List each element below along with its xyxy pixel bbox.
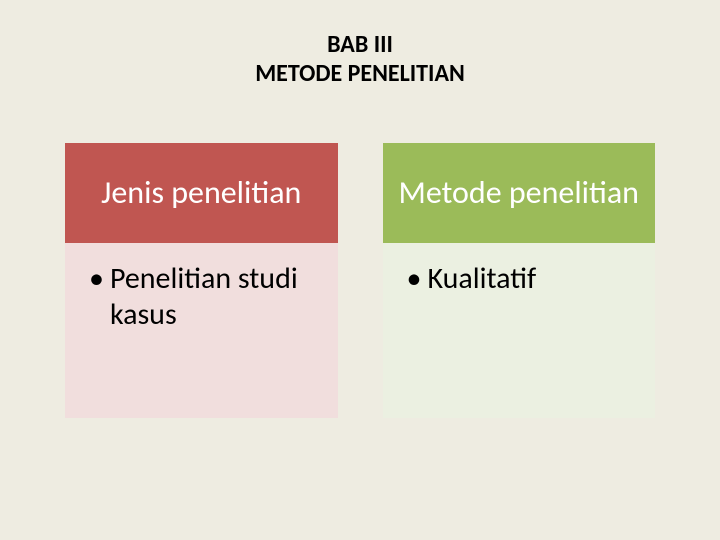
column-right-header: Metode penelitian: [383, 143, 656, 243]
title-line-1: BAB III: [45, 30, 675, 59]
list-item: • Kualitatif: [407, 261, 646, 297]
slide: BAB III METODE PENELITIAN Jenis peneliti…: [0, 0, 720, 540]
column-left-body: • Penelitian studi kasus: [65, 243, 338, 418]
column-right-header-text: Metode penelitian: [399, 174, 639, 212]
bullet-icon: •: [407, 261, 422, 297]
columns-container: Jenis penelitian • Penelitian studi kasu…: [45, 143, 675, 418]
slide-title: BAB III METODE PENELITIAN: [45, 30, 675, 88]
column-right: Metode penelitian • Kualitatif: [383, 143, 656, 418]
column-left-header-text: Jenis penelitian: [101, 174, 301, 212]
bullet-text: Kualitatif: [427, 261, 645, 297]
list-item: • Penelitian studi kasus: [89, 261, 328, 333]
column-left-header: Jenis penelitian: [65, 143, 338, 243]
bullet-text: Penelitian studi kasus: [110, 261, 328, 333]
column-left: Jenis penelitian • Penelitian studi kasu…: [65, 143, 338, 418]
bullet-icon: •: [89, 261, 104, 297]
column-right-body: • Kualitatif: [383, 243, 656, 418]
title-line-2: METODE PENELITIAN: [45, 59, 675, 88]
